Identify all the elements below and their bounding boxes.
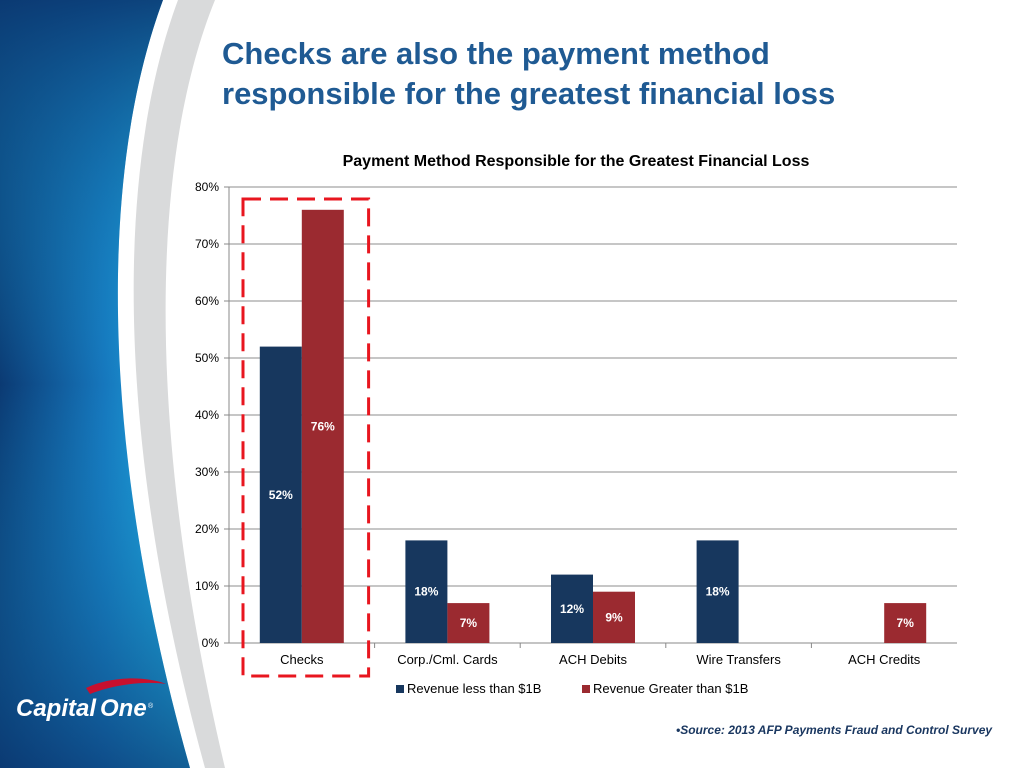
- bar-1: [259, 346, 302, 643]
- slide-title-line-1: Checks are also the payment method: [222, 36, 770, 71]
- svg-text:®: ®: [148, 702, 154, 710]
- y-tick-label: 0%: [202, 636, 220, 650]
- legend-label-2: Revenue Greater than $1B: [593, 681, 748, 696]
- capital-one-logo-graphic: Capital One ®: [16, 678, 166, 722]
- capital-one-logo: Capital One ®: [16, 678, 176, 733]
- legend-swatch-2: [582, 685, 590, 693]
- data-label: 12%: [560, 602, 584, 616]
- legend-swatch-1: [396, 685, 404, 693]
- x-tick-label: ACH Debits: [559, 652, 627, 667]
- data-label: 52%: [269, 488, 293, 502]
- legend-label-1: Revenue less than $1B: [407, 681, 541, 696]
- decorative-sidebar: [0, 0, 225, 768]
- source-note: •Source: 2013 AFP Payments Fraud and Con…: [676, 723, 993, 737]
- x-tick-label: Checks: [280, 652, 324, 667]
- y-tick-label: 10%: [195, 579, 219, 593]
- svg-text:One: One: [100, 695, 147, 722]
- y-tick-label: 30%: [195, 465, 219, 479]
- bar-2: [593, 591, 635, 643]
- data-label: 7%: [897, 616, 915, 630]
- slide-title-line-2: responsible for the greatest financial l…: [222, 76, 836, 111]
- bar-1: [551, 574, 593, 643]
- data-label: 76%: [311, 419, 335, 433]
- bar-2: [447, 603, 490, 643]
- bar-2: [884, 603, 927, 643]
- chart-title: Payment Method Responsible for the Great…: [343, 153, 810, 170]
- y-tick-label: 40%: [195, 408, 219, 422]
- data-label: 7%: [460, 616, 478, 630]
- highlight-box: [241, 197, 371, 678]
- y-tick-label: 80%: [195, 180, 219, 194]
- slide-title: Checks are also the payment method respo…: [222, 34, 982, 114]
- y-tick-label: 70%: [195, 237, 219, 251]
- bar-1: [696, 540, 739, 643]
- data-label: 18%: [414, 585, 438, 599]
- svg-text:Capital: Capital: [16, 695, 97, 722]
- bar-1: [405, 540, 448, 643]
- y-tick-label: 50%: [195, 351, 219, 365]
- bar-2: [301, 209, 344, 644]
- x-tick-label: ACH Credits: [848, 652, 921, 667]
- y-tick-label: 20%: [195, 522, 219, 536]
- y-tick-label: 60%: [195, 294, 219, 308]
- x-tick-label: Wire Transfers: [696, 652, 781, 667]
- x-tick-label: Corp./Cml. Cards: [397, 652, 498, 667]
- data-label: 18%: [706, 585, 730, 599]
- data-label: 9%: [605, 610, 623, 624]
